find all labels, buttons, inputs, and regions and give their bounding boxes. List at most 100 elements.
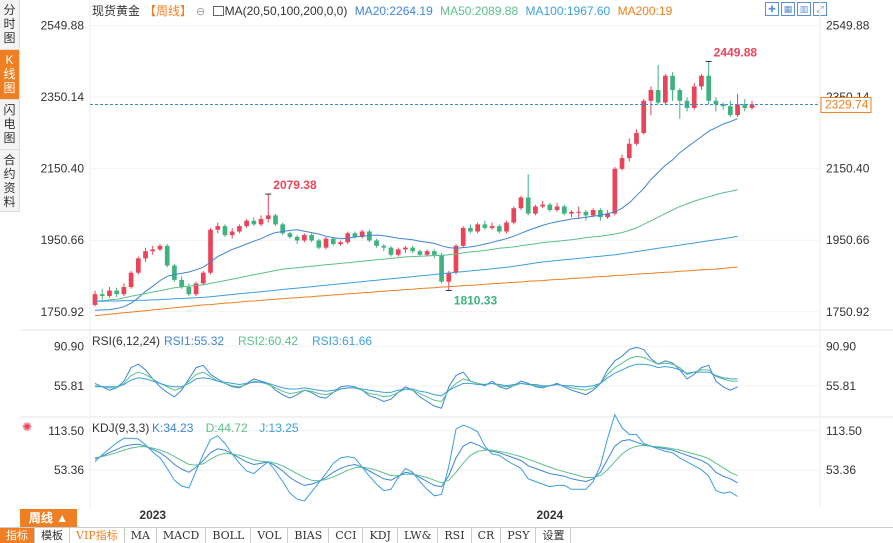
candle — [655, 90, 661, 103]
y-tick-left: 2549.88 — [41, 19, 85, 33]
candle — [215, 226, 221, 230]
indicator-tab[interactable]: RSI — [438, 528, 472, 543]
candle — [742, 104, 748, 108]
chart-icon[interactable]: ▦ — [781, 2, 795, 16]
y-tick-right: 2150.40 — [826, 162, 870, 176]
candle — [475, 224, 480, 232]
indicator-tab[interactable]: MA — [125, 528, 157, 543]
candle — [424, 251, 430, 255]
tab-contract-info[interactable]: 合约资料 — [0, 150, 19, 212]
indicator-tab[interactable]: 设置 — [536, 528, 572, 543]
layout-icon[interactable]: ▥ — [797, 2, 811, 16]
candle — [352, 233, 358, 237]
indicator-tab[interactable]: VIP指标 — [70, 528, 125, 543]
x-axis-label: 2024 — [536, 508, 563, 522]
candle — [431, 251, 437, 255]
candle — [511, 208, 517, 223]
indicator-tab[interactable]: CR — [472, 528, 502, 543]
current-price-tag — [820, 96, 872, 113]
settings-icon[interactable]: ⊖ — [196, 6, 206, 18]
kdj-legend-item: D:44.72 — [206, 421, 248, 435]
candle — [280, 224, 286, 234]
ma50-value: MA50:2089.88 — [440, 4, 519, 18]
candle — [699, 75, 704, 87]
candle — [258, 218, 264, 225]
candle — [114, 290, 120, 295]
indicator-tab[interactable]: 指标 — [0, 528, 35, 543]
current-price-label: 2329.74 — [825, 97, 869, 111]
candle — [670, 75, 675, 91]
candle — [294, 236, 300, 241]
rsi-tick-left: 55.81 — [54, 379, 84, 393]
price-annotation: 1810.33 — [454, 293, 498, 307]
candle — [691, 86, 697, 108]
rsi-tick-right: 90.90 — [826, 339, 856, 353]
rsi-line-rsi3 — [95, 363, 738, 397]
candle — [99, 294, 105, 296]
candle — [338, 242, 343, 245]
tab-kline[interactable]: K线图 — [0, 50, 19, 100]
candle — [648, 90, 654, 101]
period-select[interactable]: 周线 ▲ — [20, 509, 77, 527]
candle — [612, 168, 618, 214]
candle — [186, 287, 192, 295]
candle — [135, 258, 141, 273]
kdj-tick-right: 53.36 — [826, 463, 856, 477]
rsi-legend-item: RSI1:55.32 — [164, 334, 224, 348]
kdj-line-k — [94, 439, 738, 488]
candle — [164, 245, 170, 266]
price-annotation: 2449.88 — [714, 45, 758, 59]
y-tick-left: 1750.92 — [41, 305, 85, 319]
kdj-line-d — [94, 444, 738, 484]
ma-params-icon[interactable] — [212, 6, 224, 16]
gear-icon[interactable]: ✺ — [22, 420, 32, 434]
rsi-title: RSI(6,12,24) — [92, 334, 160, 348]
candle — [583, 211, 589, 216]
indicator-tab[interactable]: PSY — [501, 528, 537, 543]
price-annotation: 2079.38 — [273, 178, 317, 192]
candle — [720, 104, 726, 107]
indicator-tab[interactable]: VOL — [251, 528, 289, 543]
candle — [547, 204, 553, 211]
kline-chart[interactable]: 2549.882549.882350.142350.142150.402150.… — [0, 0, 893, 527]
candle — [237, 226, 242, 232]
indicator-tab[interactable]: BIAS — [288, 528, 330, 543]
candle — [265, 215, 271, 219]
candle — [345, 233, 351, 243]
rsi-line-rsi2 — [94, 355, 738, 403]
tab-flash[interactable]: 闪电图 — [0, 100, 19, 150]
candle — [302, 235, 307, 241]
candle — [143, 251, 148, 259]
candle — [128, 272, 134, 288]
indicator-tab[interactable]: KDJ — [363, 528, 398, 543]
candle — [453, 245, 459, 273]
candle — [634, 133, 639, 144]
chart-header: 现货黄金 【周线】 ⊖ MA(20,50,100,200,0,0) MA20:226… — [92, 2, 676, 19]
candle — [598, 210, 603, 218]
indicator-tab[interactable]: CCI — [329, 528, 364, 543]
candle — [388, 247, 394, 255]
candle — [179, 279, 184, 288]
indicator-tab[interactable]: BOLL — [206, 528, 252, 543]
rsi-tick-left: 90.90 — [54, 339, 84, 353]
left-tab-bar: 分时图 K线图 闪电图 合约资料 — [0, 0, 20, 212]
period-tag[interactable]: 【周线】 — [144, 4, 193, 18]
candle — [439, 254, 444, 282]
tab-timeshare[interactable]: 分时图 — [0, 0, 19, 50]
candle — [200, 272, 206, 284]
ma-line-ma50 — [94, 189, 738, 302]
indicator-tab[interactable]: MACD — [157, 528, 207, 543]
candle — [525, 197, 531, 214]
indicator-tab[interactable]: 模板 — [35, 528, 70, 543]
candle — [107, 290, 112, 296]
candle — [619, 158, 625, 169]
candle — [504, 222, 509, 232]
candle — [381, 245, 387, 248]
ma-params[interactable]: MA(20,50,100,200,0,0) — [224, 4, 348, 18]
indicator-tab[interactable]: LW& — [398, 528, 439, 543]
y-tick-right: 2549.88 — [826, 19, 870, 33]
candle — [663, 75, 668, 103]
candle — [605, 213, 610, 218]
candle — [157, 245, 163, 250]
crosshair-icon[interactable]: ✚ — [765, 2, 779, 16]
